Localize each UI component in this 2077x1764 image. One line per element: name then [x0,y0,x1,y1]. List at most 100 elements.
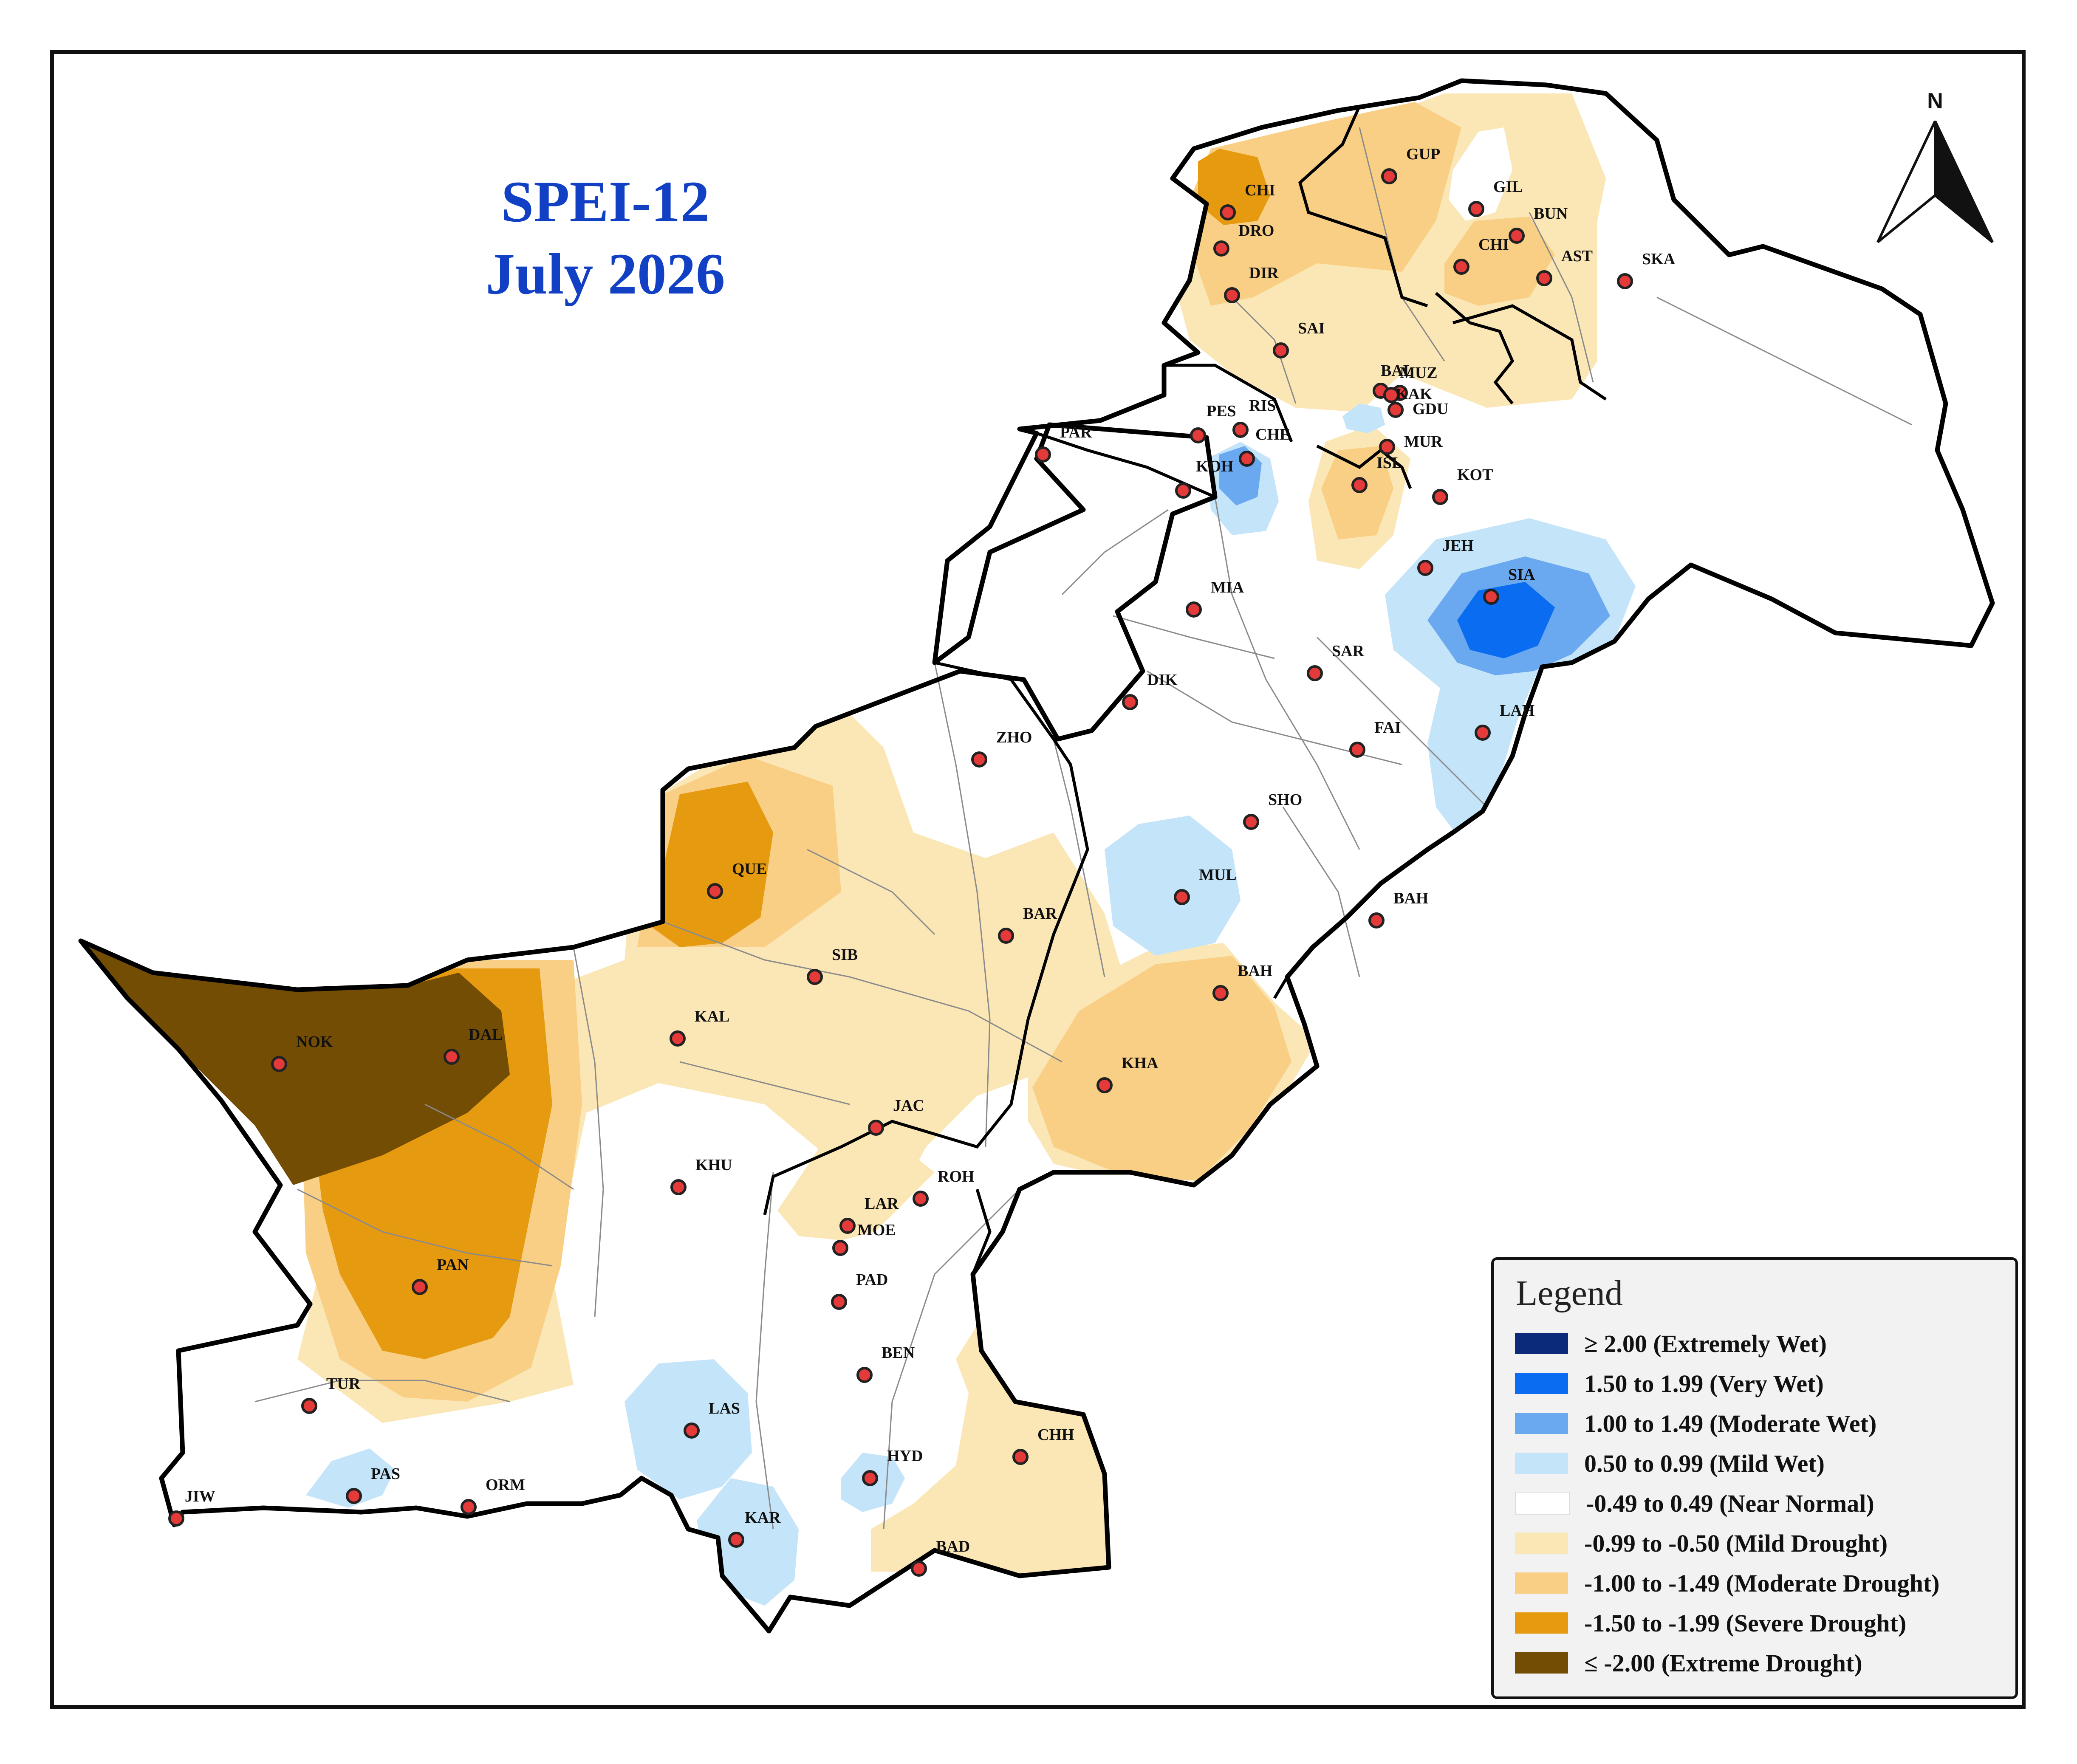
legend-label: -1.50 to -1.99 (Severe Drought) [1584,1609,1907,1637]
station-marker: SAR [1307,642,1365,681]
station-dot [1220,204,1236,220]
legend-item: -1.00 to -1.49 (Moderate Drought) [1515,1563,1940,1603]
legend-swatch [1515,1333,1568,1354]
station-label: SIB [832,946,858,964]
station-label: BUN [1534,205,1568,223]
station-dot [1483,589,1499,605]
station-label: NOK [296,1033,333,1051]
station-marker: DIR [1224,264,1279,303]
station-marker: KOT [1432,466,1493,505]
station-marker: PAR [1035,423,1092,463]
legend-item: 1.50 to 1.99 (Very Wet) [1515,1363,1824,1403]
legend-swatch [1515,1572,1568,1594]
station-dot [1243,814,1259,830]
station-dot [1190,427,1206,443]
station-dot [346,1488,362,1504]
legend-item: ≥ 2.00 (Extremely Wet) [1515,1324,1827,1363]
station-label: MOE [857,1221,896,1239]
station-label: SKA [1642,250,1676,268]
station-marker: BAR [998,905,1057,944]
station-marker: ROH [913,1168,975,1207]
legend-swatch [1515,1373,1568,1394]
zone-near-normal-gil [1449,127,1512,221]
station-marker: HYD [862,1447,923,1486]
station-dot [1307,665,1323,681]
station-dot [1383,387,1399,403]
station-label: RIS [1249,397,1276,415]
station-dot [1232,422,1249,438]
station-marker: PAS [346,1465,400,1504]
station-dot [1351,477,1368,493]
station-label: KAL [695,1008,729,1025]
station-label: SHO [1268,791,1302,809]
legend-swatch [1515,1492,1570,1515]
national-border [78,78,1995,1634]
station-label: MUR [1404,433,1443,451]
map-title: SPEI-12 July 2026 [425,166,786,310]
station-label: CHI [1245,181,1275,199]
station-label: ZHO [996,728,1032,746]
station-marker: PAD [831,1271,888,1310]
legend-label: 1.00 to 1.49 (Moderate Wet) [1584,1409,1877,1437]
station-dot [461,1499,477,1515]
station-label: JIW [185,1487,215,1505]
station-label: SIA [1508,566,1535,584]
station-dot [913,1191,929,1207]
station-marker: SHO [1243,791,1302,830]
station-dot [1012,1449,1029,1465]
zone-severe-drought-chi [1198,149,1270,225]
station-label: BAR [1023,905,1057,923]
station-marker: FAI [1349,719,1401,758]
station-label: MIA [1211,579,1244,596]
station-label: DIK [1147,671,1178,689]
station-dot [1349,742,1365,758]
zone-mild-wet-isl [1342,404,1385,433]
title-index: SPEI-12 [501,169,710,234]
station-label: KOH [1196,457,1234,475]
station-dot [1453,259,1469,275]
station-dot [1035,446,1051,463]
station-dot [1213,240,1229,257]
station-dot [862,1470,878,1486]
station-label: MUZ [1400,364,1438,382]
legend-label: -0.99 to -0.50 (Mild Drought) [1584,1529,1888,1557]
station-label: SAI [1298,319,1325,337]
legend-label: ≥ 2.00 (Extremely Wet) [1584,1329,1827,1358]
station-dot [807,969,823,985]
zone-mild-wet-mul [1105,816,1241,956]
station-dot [1417,560,1433,576]
station-marker: MIA [1186,579,1244,618]
station-label: PAS [371,1465,400,1483]
station-marker: SAI [1273,319,1325,358]
station-marker: BAH [1368,889,1428,929]
station-dot [1224,287,1240,303]
station-label: PES [1207,402,1236,420]
station-marker: CHH [1012,1426,1074,1465]
station-label: JAC [893,1097,924,1115]
station-label: TUR [326,1375,361,1393]
station-label: HYD [887,1447,923,1465]
station-label: CHH [1037,1426,1074,1444]
station-dot [1122,694,1138,710]
station-dot [1387,402,1404,418]
station-label: BEN [882,1344,915,1362]
station-marker: ORM [461,1476,525,1515]
zone-extreme-drought [81,941,510,1185]
station-dot [1536,270,1552,286]
district-boundaries [254,127,1912,1530]
station-label: KAK [1396,385,1433,403]
station-label: PAR [1060,423,1092,441]
legend-item: 1.00 to 1.49 (Moderate Wet) [1515,1403,1876,1443]
zone-mild-drought-mid [777,1138,935,1240]
legend-label: 0.50 to 0.99 (Mild Wet) [1584,1449,1825,1477]
station-dot [831,1294,847,1310]
station-label: ORM [486,1476,525,1494]
station-marker: DIK [1122,671,1178,710]
zone-moderate-drought-bah [1032,956,1291,1181]
station-label: KOT [1457,466,1493,484]
station-label: CHE [1255,426,1290,443]
station-dot [971,751,987,768]
station-dot [1468,201,1484,217]
station-label: FAI [1374,719,1401,737]
station-dot [707,883,723,899]
